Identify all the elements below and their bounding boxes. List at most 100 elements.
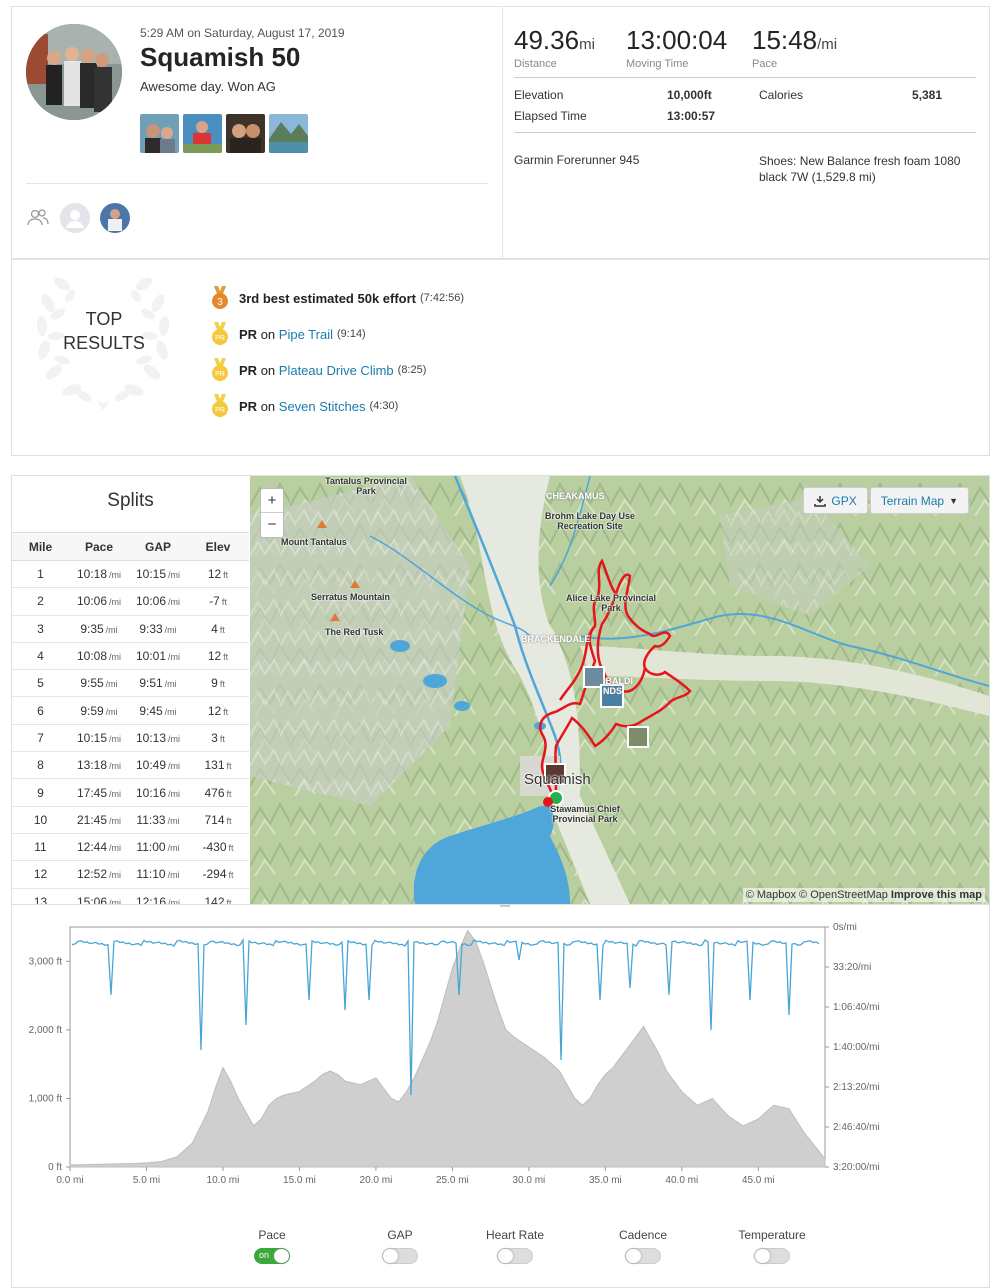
split-elev: 12 ft xyxy=(187,649,249,663)
photo-thumbnail[interactable] xyxy=(269,114,308,153)
shoes-info[interactable]: Shoes: New Balance fresh foam 1080 black… xyxy=(759,154,961,184)
map-canvas[interactable] xyxy=(250,476,989,904)
split-elev-unit: ft xyxy=(219,733,225,744)
kudos-avatar[interactable] xyxy=(100,203,130,238)
map-label-squamish: Squamish xyxy=(524,771,591,788)
toggle-label: Pace xyxy=(258,1228,286,1242)
split-gap-unit: /mi xyxy=(164,679,177,690)
split-elev: 12 ft xyxy=(187,567,249,581)
toggle-switch[interactable] xyxy=(382,1248,418,1264)
map-type-dropdown[interactable]: Terrain Map ▼ xyxy=(869,487,969,514)
split-elev-unit: ft xyxy=(228,843,234,854)
split-elev-value: 3 xyxy=(211,730,218,745)
segment-link-plateau-drive[interactable]: Plateau Drive Climb xyxy=(278,362,394,378)
splits-col-pace: Pace xyxy=(84,539,114,554)
athlete-avatar[interactable] xyxy=(26,24,122,120)
split-elev-unit: ft xyxy=(221,597,227,608)
toggle-switch[interactable] xyxy=(625,1248,661,1264)
split-pace-value: 21:45 xyxy=(76,812,108,827)
split-row[interactable]: 1 10:18/mi 10:15/mi 12 ft xyxy=(12,561,249,589)
split-row[interactable]: 13 15:06/mi 12:16/mi 142 ft xyxy=(12,889,249,904)
split-pace-unit: /mi xyxy=(109,652,122,663)
split-pace-unit: /mi xyxy=(109,815,122,826)
split-row[interactable]: 12 12:52/mi 11:10/mi -294 ft xyxy=(12,861,249,889)
route-map[interactable]: Tantalus Provincial Park Mount Tantalus … xyxy=(250,476,989,904)
split-row[interactable]: 7 10:15/mi 10:13/mi 3 ft xyxy=(12,725,249,753)
split-pace-value: 9:55 xyxy=(80,676,104,691)
split-pace-value: 10:08 xyxy=(76,649,108,664)
result-pr: PR xyxy=(239,398,258,414)
split-row[interactable]: 2 10:06/mi 10:06/mi -7 ft xyxy=(12,588,249,616)
toggle-switch[interactable]: on xyxy=(254,1248,290,1264)
calories-label: Calories xyxy=(759,88,804,102)
photo-thumbnails xyxy=(140,114,308,153)
split-pace-unit: /mi xyxy=(105,679,118,690)
default-avatar-icon[interactable] xyxy=(60,203,90,238)
summary-divider xyxy=(26,183,488,184)
split-mile: 7 xyxy=(37,730,44,745)
chart-toggle: Heart Rate xyxy=(465,1228,565,1264)
split-pace-value: 9:35 xyxy=(80,621,104,636)
elevation-area xyxy=(69,929,826,1168)
gpx-download-button[interactable]: GPX xyxy=(803,487,868,514)
split-row[interactable]: 6 9:59/mi 9:45/mi 12 ft xyxy=(12,697,249,725)
split-mile: 6 xyxy=(37,703,44,718)
split-row[interactable]: 3 9:35/mi 9:33/mi 4 ft xyxy=(12,616,249,643)
result-text: 3rd best estimated 50k effort xyxy=(239,290,417,306)
toggle-switch[interactable] xyxy=(497,1248,533,1264)
split-elev-unit: ft xyxy=(228,870,234,881)
medal-text: PR xyxy=(215,407,225,414)
attribution-text[interactable]: © Mapbox © OpenStreetMap xyxy=(745,889,888,901)
split-elev-unit: ft xyxy=(223,570,229,581)
map-label-cheakamus: CHEAKAMUS xyxy=(546,491,605,501)
splits-table[interactable]: Splits Mile Pace GAP Elev 1 10:18/mi 10:15… xyxy=(12,476,249,904)
map-label-brackendale: BRACKENDALE xyxy=(521,634,591,644)
activity-description: Awesome day. Won AG xyxy=(140,79,276,94)
y-right-tick-label: 33:20/mi xyxy=(833,962,871,973)
split-row[interactable]: 5 9:55/mi 9:51/mi 9 ft xyxy=(12,670,249,698)
map-zoom-control: + − xyxy=(260,488,284,538)
split-pace-value: 13:18 xyxy=(76,758,108,773)
split-elev: 4 ft xyxy=(187,622,249,636)
summary-vertical-divider xyxy=(502,7,503,259)
split-elev: 476 ft xyxy=(187,786,249,800)
medal-text: PR xyxy=(215,371,225,378)
split-row[interactable]: 8 13:18/mi 10:49/mi 131 ft xyxy=(12,752,249,780)
segment-link-seven-stitches[interactable]: Seven Stitches xyxy=(278,398,366,414)
split-row[interactable]: 4 10:08/mi 10:01/mi 12 ft xyxy=(12,643,249,671)
split-elev-unit: ft xyxy=(223,652,229,663)
split-gap: 10:16/mi xyxy=(129,786,187,800)
split-pace-value: 10:15 xyxy=(76,730,108,745)
split-mile: 2 xyxy=(37,594,44,609)
split-gap-unit: /mi xyxy=(164,624,177,635)
split-pace: 10:18/mi xyxy=(69,567,129,581)
result-on: on xyxy=(260,326,276,342)
split-mile: 10 xyxy=(33,812,48,827)
elevation-pace-chart[interactable]: 0.0 mi 5.0 mi 10.0 mi 15.0 mi 20.0 mi 25.0 mi… xyxy=(12,903,991,1225)
chart-toggle: Pace on xyxy=(222,1228,322,1264)
splits-title: Splits xyxy=(12,476,249,533)
split-pace: 10:15/mi xyxy=(69,731,129,745)
improve-map-link[interactable]: Improve this map xyxy=(890,889,982,901)
split-gap-unit: /mi xyxy=(164,706,177,717)
split-row[interactable]: 10 21:45/mi 11:33/mi 714 ft xyxy=(12,807,249,834)
x-tick-label: 15.0 mi xyxy=(283,1175,316,1186)
group-icon[interactable] xyxy=(26,209,50,232)
photo-thumbnail[interactable] xyxy=(226,114,265,153)
device-name: Garmin Forerunner 945 xyxy=(514,153,640,167)
split-elev-value: 4 xyxy=(211,621,218,636)
split-row[interactable]: 11 12:44/mi 11:00/mi -430 ft xyxy=(12,834,249,862)
split-row[interactable]: 9 17:45/mi 10:16/mi 476 ft xyxy=(12,779,249,807)
segment-link-pipe-trail[interactable]: Pipe Trail xyxy=(278,326,333,342)
split-pace-unit: /mi xyxy=(105,624,118,635)
split-elev-unit: ft xyxy=(226,815,232,826)
photo-thumbnail[interactable] xyxy=(140,114,179,153)
photo-thumbnail[interactable] xyxy=(183,114,222,153)
y-left-tick-label: 2,000 ft xyxy=(29,1025,63,1036)
toggle-switch[interactable] xyxy=(754,1248,790,1264)
zoom-out-button[interactable]: − xyxy=(267,516,277,533)
zoom-in-button[interactable]: + xyxy=(261,489,283,513)
distance-label: Distance xyxy=(514,58,557,70)
map-type-label: Terrain Map xyxy=(880,493,945,508)
split-elev-value: 714 xyxy=(204,812,225,827)
